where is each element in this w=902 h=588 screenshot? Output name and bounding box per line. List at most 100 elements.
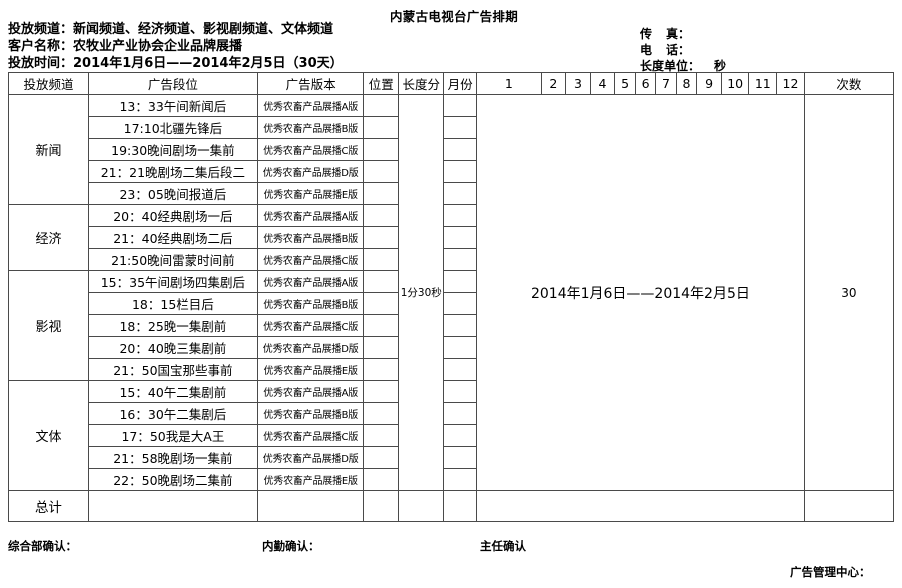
table-row: 文体 15：40午二集剧前 优秀农畜产品展播A版 — [8, 380, 894, 491]
position-cell[interactable] — [363, 138, 400, 161]
month-cell[interactable] — [443, 402, 478, 425]
month-cell[interactable] — [443, 226, 478, 249]
col-header-day-12: 12 — [776, 72, 805, 95]
month-cell[interactable] — [443, 336, 478, 359]
col-header-day-9: 9 — [696, 72, 722, 95]
month-cell[interactable] — [443, 446, 478, 469]
slot-cell: 19:30晚间剧场一集前 — [87, 138, 258, 161]
version-cell: 优秀农畜产品展播B版 — [256, 292, 365, 315]
table-row: 16：30午二集剧后 优秀农畜产品展播B版 — [9, 402, 894, 425]
schedule-table: 投放频道 广告段位 广告版本 位置 长度分 月份 1 2 3 4 5 6 7 8… — [8, 72, 895, 522]
page-title: 内蒙古电视台广告排期 — [390, 9, 519, 24]
position-cell[interactable] — [363, 116, 400, 139]
position-cell[interactable] — [363, 314, 400, 337]
meta-phone: 电话： — [640, 43, 691, 57]
channel-cell-news: 新闻 — [8, 94, 89, 205]
meta-channels: 投放频道：新闻频道、经济频道、影视剧频道、文体频道 — [8, 22, 334, 37]
position-cell[interactable] — [363, 182, 400, 205]
position-cell[interactable] — [363, 358, 400, 381]
slot-cell: 18：15栏目后 — [87, 292, 258, 315]
version-cell: 优秀农畜产品展播E版 — [256, 182, 365, 205]
position-cell[interactable] — [363, 468, 400, 491]
position-cell[interactable] — [363, 270, 400, 293]
position-cell[interactable] — [363, 424, 400, 447]
slot-cell: 21:50晚间雷蒙时间前 — [87, 248, 258, 271]
table-row: 21：58晚剧场一集前 优秀农畜产品展播D版 — [9, 446, 894, 469]
position-cell[interactable] — [363, 402, 400, 425]
month-cell[interactable] — [443, 182, 478, 205]
col-header-day-11: 11 — [748, 72, 778, 95]
month-cell[interactable] — [443, 468, 478, 491]
col-header-day-4: 4 — [589, 72, 616, 95]
meta-period: 投放时间：2014年1月6日——2014年2月5日（30天） — [8, 56, 343, 71]
channel-cell-economy: 经济 — [8, 204, 89, 271]
meta-length-unit: 长度单位：秒 — [640, 59, 727, 73]
version-cell: 优秀农畜产品展播E版 — [256, 358, 365, 381]
document-header: 内蒙古电视台广告排期 投放频道：新闻频道、经济频道、影视剧频道、文体频道 客户名… — [0, 0, 902, 74]
version-cell: 优秀农畜产品展播C版 — [256, 248, 365, 271]
col-header-day-10: 10 — [720, 72, 750, 95]
month-cell[interactable] — [443, 160, 478, 183]
length-cell: 1分30秒 — [398, 94, 445, 491]
slot-cell: 17：50我是大A王 — [87, 424, 258, 447]
version-cell: 优秀农畜产品展播A版 — [256, 94, 365, 117]
date-range-cell: 2014年1月6日——2014年2月5日 — [476, 94, 805, 491]
table-header-row: 投放频道 广告段位 广告版本 位置 长度分 月份 1 2 3 4 5 6 7 8… — [8, 72, 895, 95]
total-version-cell[interactable] — [256, 490, 365, 522]
position-cell[interactable] — [363, 226, 400, 249]
month-cell[interactable] — [443, 270, 478, 293]
month-cell[interactable] — [443, 248, 478, 271]
version-cell: 优秀农畜产品展播D版 — [256, 446, 365, 469]
slot-cell: 21：50国宝那些事前 — [87, 358, 258, 381]
col-header-length: 长度分 — [398, 72, 445, 95]
col-header-position: 位置 — [363, 72, 400, 95]
month-cell[interactable] — [443, 116, 478, 139]
slot-cell: 23：05晚间报道后 — [87, 182, 258, 205]
col-header-day-6: 6 — [634, 72, 657, 95]
right-metadata-block: 传真： 电话： 长度单位：秒 — [640, 26, 726, 74]
total-position-cell[interactable] — [363, 490, 400, 522]
table-row: 23：05晚间报道后 优秀农畜产品展播E版 — [9, 182, 894, 205]
slot-cell: 21：58晚剧场一集前 — [87, 446, 258, 469]
table-body: 新闻 13：33午间新闻后 优秀农畜产品展播A版 1分30秒 2014年1月6日… — [8, 94, 895, 522]
month-cell[interactable] — [443, 204, 478, 227]
position-cell[interactable] — [363, 248, 400, 271]
position-cell[interactable] — [363, 336, 400, 359]
col-header-day-2: 2 — [540, 72, 567, 95]
document-footer: 综合部确认： 内勤确认： 主任确认 广告管理中心： — [0, 528, 902, 588]
total-slot-cell[interactable] — [87, 490, 258, 522]
position-cell[interactable] — [363, 160, 400, 183]
version-cell: 优秀农畜产品展播A版 — [256, 204, 365, 227]
month-cell[interactable] — [443, 94, 478, 117]
meta-client: 客户名称：农牧业产业协会企业品牌展播 — [8, 39, 243, 54]
col-header-channel: 投放频道 — [8, 72, 89, 95]
position-cell[interactable] — [363, 204, 400, 227]
position-cell[interactable] — [363, 446, 400, 469]
month-cell[interactable] — [443, 314, 478, 337]
month-cell[interactable] — [443, 138, 478, 161]
month-cell[interactable] — [443, 380, 478, 403]
table-total-row: 总计 — [8, 490, 895, 522]
col-header-day-8: 8 — [675, 72, 698, 95]
total-month-cell[interactable] — [443, 490, 478, 522]
table-row: 影视 15：35午间剧场四集剧后 优秀农畜产品展播A版 — [8, 270, 894, 381]
col-header-day-3: 3 — [565, 72, 591, 95]
version-cell: 优秀农畜产品展播C版 — [256, 314, 365, 337]
position-cell[interactable] — [363, 94, 400, 117]
total-count-cell[interactable] — [803, 490, 895, 522]
count-cell: 30 — [803, 94, 895, 491]
total-label-cell: 总计 — [8, 490, 89, 522]
col-header-slot: 广告段位 — [87, 72, 258, 95]
footer-general-dept-confirm: 综合部确认： — [8, 539, 77, 553]
total-days-cell[interactable] — [476, 490, 805, 522]
position-cell[interactable] — [363, 380, 400, 403]
position-cell[interactable] — [363, 292, 400, 315]
total-length-cell[interactable] — [398, 490, 445, 522]
month-cell[interactable] — [443, 424, 478, 447]
version-cell: 优秀农畜产品展播C版 — [256, 138, 365, 161]
version-cell: 优秀农畜产品展播A版 — [256, 380, 365, 403]
month-cell[interactable] — [443, 292, 478, 315]
meta-fax: 传真： — [640, 27, 691, 41]
col-header-day-1: 1 — [476, 72, 542, 95]
month-cell[interactable] — [443, 358, 478, 381]
